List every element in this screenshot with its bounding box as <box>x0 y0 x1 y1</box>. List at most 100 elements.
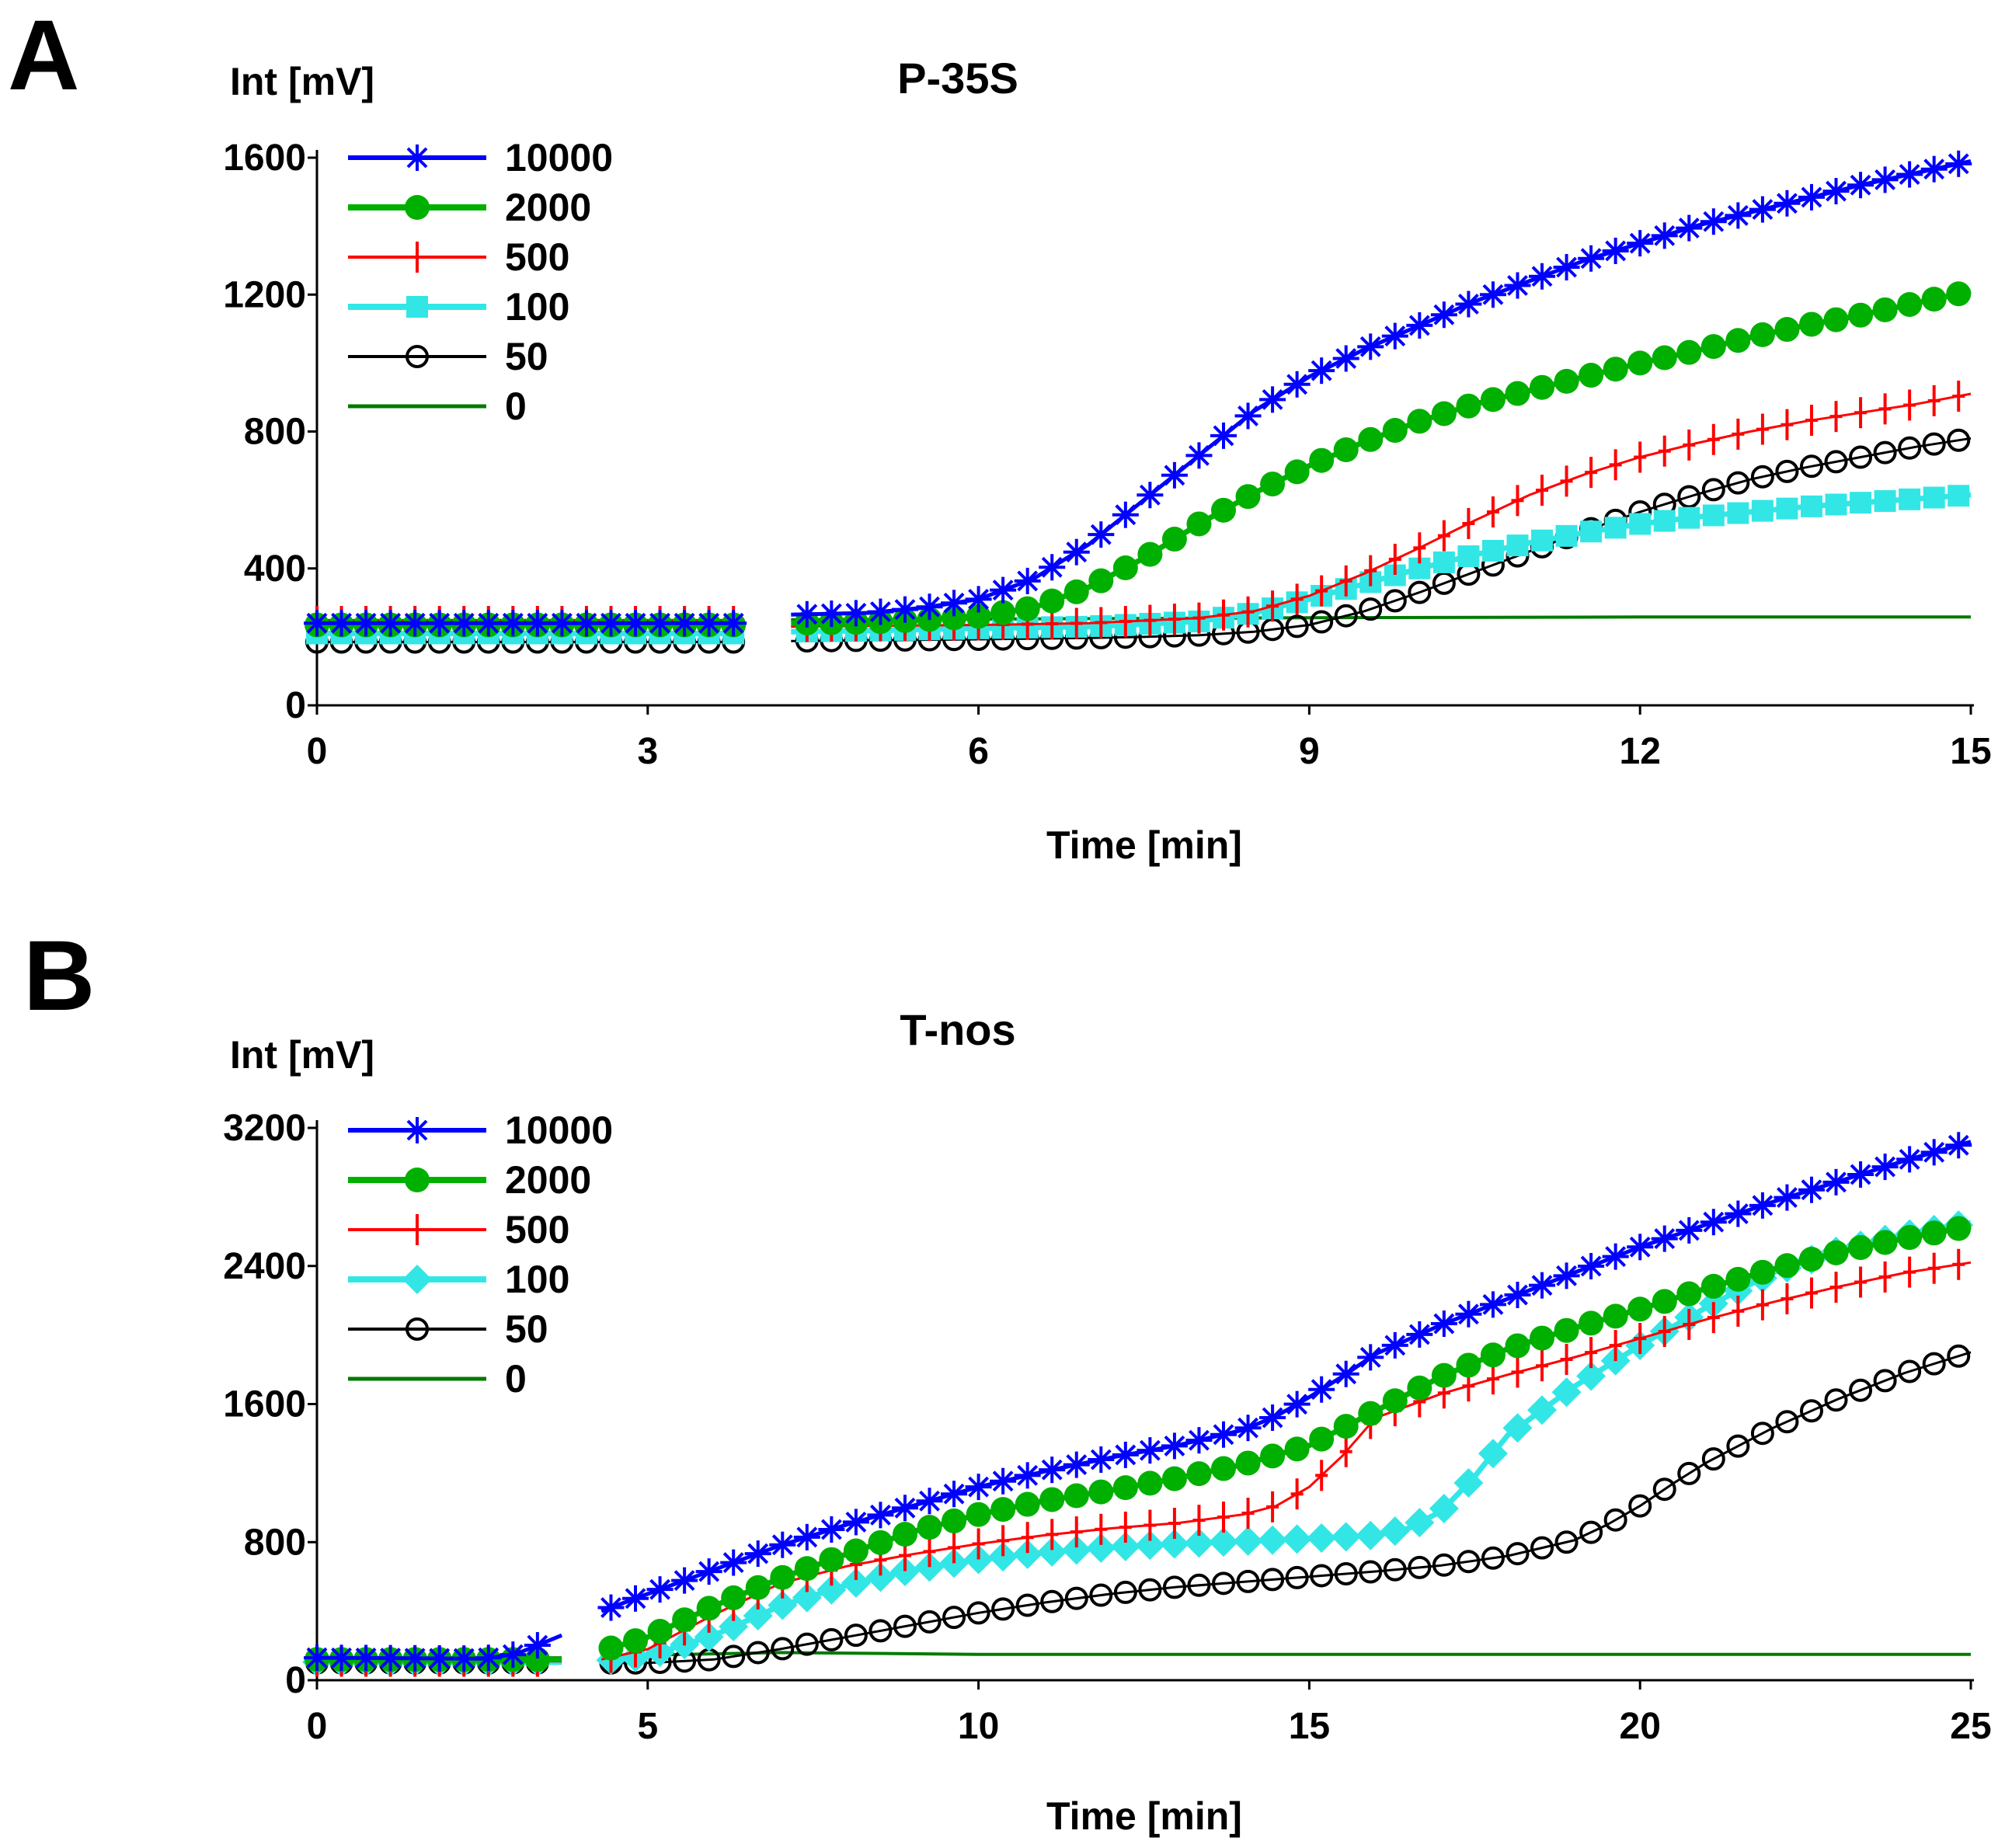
data-point-100 <box>1506 534 1529 557</box>
data-point-500 <box>1585 457 1598 489</box>
data-point-10000 <box>671 610 698 637</box>
panel-letter-b: B <box>23 921 95 1032</box>
data-point-10000 <box>1627 230 1654 257</box>
data-point-100 <box>1429 1493 1459 1523</box>
data-point-2000 <box>1823 307 1849 332</box>
data-point-2000 <box>1161 1466 1187 1491</box>
data-point-10000 <box>622 1585 649 1612</box>
data-point-10000 <box>1088 1446 1115 1474</box>
data-point-2000 <box>1872 297 1898 322</box>
legend-label: 10000 <box>505 1108 613 1152</box>
y-tick-label: 800 <box>244 412 306 453</box>
x-tick-label: 0 <box>307 1706 328 1747</box>
data-point-100 <box>1086 1533 1116 1563</box>
data-point-50 <box>1775 1410 1799 1434</box>
data-point-10000 <box>769 1531 796 1558</box>
data-point-2000 <box>1039 1487 1065 1512</box>
data-point-10000 <box>720 610 747 637</box>
data-point-10000 <box>402 610 429 637</box>
data-point-100 <box>1604 517 1627 539</box>
data-point-500 <box>1658 1316 1671 1348</box>
y-tick-label: 800 <box>244 1522 306 1563</box>
data-point-10000 <box>1185 1427 1213 1454</box>
data-point-500 <box>1070 1516 1083 1548</box>
data-point-50 <box>1432 1553 1456 1577</box>
data-point-50 <box>893 1614 917 1638</box>
data-point-50 <box>1947 428 1971 452</box>
data-point-10000 <box>1014 567 1041 594</box>
data-point-10000 <box>720 1549 747 1576</box>
data-point-500 <box>1683 1308 1696 1340</box>
data-point-50 <box>1922 432 1946 456</box>
data-point-10000 <box>1063 1451 1090 1478</box>
data-point-500 <box>972 1528 985 1560</box>
data-point-2000 <box>1676 339 1702 365</box>
data-point-2000 <box>1505 1333 1530 1359</box>
data-point-500 <box>1437 520 1450 552</box>
data-point-500 <box>1290 583 1304 615</box>
data-point-50 <box>1113 1580 1137 1604</box>
data-point-500 <box>1805 1277 1818 1309</box>
data-point-100 <box>1110 1531 1140 1561</box>
data-point-10000 <box>328 1644 355 1672</box>
data-point-10000 <box>916 1488 943 1515</box>
data-point-10000 <box>842 600 869 627</box>
data-point-500 <box>1462 507 1475 539</box>
data-point-2000 <box>1382 418 1408 444</box>
data-point-10000 <box>1896 161 1923 188</box>
data-point-10000 <box>1332 345 1359 372</box>
data-point-500 <box>1780 1282 1794 1314</box>
data-point-2000 <box>819 1547 844 1572</box>
data-point-500 <box>1021 1522 1034 1554</box>
data-point-10000 <box>1871 166 1899 193</box>
data-point-500 <box>1927 1252 1941 1284</box>
data-point-10000 <box>1357 333 1384 360</box>
data-point-500 <box>1609 449 1622 481</box>
data-point-10000 <box>867 1502 894 1529</box>
data-point-10000 <box>1283 371 1311 398</box>
legend-marker <box>405 1168 430 1192</box>
data-point-10000 <box>1504 272 1531 299</box>
data-point-50 <box>1015 1593 1039 1617</box>
data-point-2000 <box>942 1508 967 1533</box>
data-point-100 <box>792 1582 822 1613</box>
data-point-10000 <box>671 1567 698 1594</box>
legend-marker <box>406 345 429 368</box>
data-point-100 <box>1061 1535 1091 1565</box>
data-point-50 <box>1873 440 1897 465</box>
data-point-50 <box>1554 1530 1579 1554</box>
data-point-500 <box>1511 485 1524 517</box>
data-point-2000 <box>1260 472 1286 497</box>
data-point-10000 <box>1920 155 1948 183</box>
data-point-100 <box>1776 497 1798 520</box>
data-point-50 <box>1775 459 1799 483</box>
data-point-100 <box>988 1542 1018 1572</box>
x-tick-label: 12 <box>1620 731 1661 772</box>
data-point-50 <box>1481 1546 1505 1570</box>
panel-b: B T-nos Int [mV] Time [min] 0 800 1600 2400… <box>23 921 1992 1838</box>
data-point-100 <box>1135 1530 1165 1561</box>
series-10000 <box>304 1132 1972 1672</box>
legend-item-10000: 10000 <box>348 1108 613 1152</box>
data-point-10000 <box>402 1644 429 1672</box>
data-point-100 <box>1580 520 1603 543</box>
data-point-100 <box>816 1575 847 1605</box>
data-point-10000 <box>475 610 502 637</box>
data-point-10000 <box>377 1644 404 1672</box>
data-point-500 <box>1241 596 1255 628</box>
data-point-2000 <box>990 1497 1016 1523</box>
data-point-500 <box>1585 1337 1598 1369</box>
data-point-2000 <box>1112 1475 1138 1501</box>
data-point-50 <box>1824 1388 1848 1412</box>
data-point-500 <box>1095 607 1108 639</box>
data-point-500 <box>1952 380 1965 412</box>
data-point-2000 <box>1798 1247 1824 1272</box>
data-point-2000 <box>892 1522 917 1547</box>
data-point-50 <box>1898 436 1922 460</box>
legend-marker <box>406 296 428 318</box>
legend-label: 100 <box>505 285 569 329</box>
data-point-2000 <box>1456 1352 1481 1378</box>
data-point-2000 <box>1774 317 1800 343</box>
data-point-100 <box>743 1601 773 1631</box>
data-point-2000 <box>1309 447 1335 473</box>
